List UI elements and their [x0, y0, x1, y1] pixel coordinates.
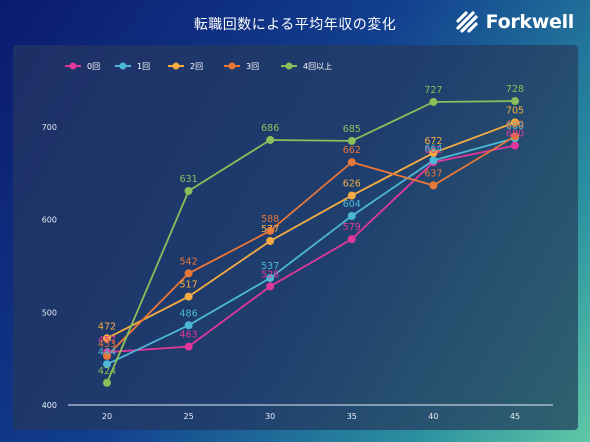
legend-item: 1回 [115, 62, 150, 71]
data-point [103, 351, 111, 360]
data-label: 664 [424, 143, 442, 154]
data-label: 577 [261, 224, 279, 235]
x-tick-label: 35 [347, 412, 357, 421]
data-label: 463 [180, 330, 198, 341]
legend-item: 2回 [168, 62, 203, 71]
data-point [266, 135, 275, 144]
data-label: 588 [261, 214, 279, 225]
data-label: 542 [180, 256, 198, 267]
brand-logo: Forkwell [454, 8, 574, 36]
data-point [266, 236, 275, 245]
data-point [429, 181, 438, 190]
chart-title: 転職回数による平均年収の変化 [193, 17, 397, 33]
legend-label: 1回 [137, 62, 150, 71]
data-point [184, 269, 193, 278]
data-point [266, 226, 275, 235]
x-tick-label: 25 [184, 412, 194, 421]
data-point [429, 97, 438, 106]
data-label: 424 [98, 366, 116, 377]
data-point [103, 334, 111, 343]
data-point [511, 97, 519, 106]
y-tick-label: 600 [42, 216, 57, 225]
legend-swatch-marker [285, 62, 293, 70]
data-label: 444 [98, 347, 116, 358]
data-point [429, 156, 438, 165]
data-point [511, 141, 519, 150]
data-label: 686 [261, 123, 279, 134]
data-point [347, 191, 356, 200]
data-point [347, 211, 356, 220]
data-point [429, 148, 438, 157]
y-tick-label: 400 [42, 401, 57, 410]
data-label: 604 [343, 199, 361, 210]
legend-item: 3回 [224, 62, 259, 71]
legend-label: 2回 [190, 62, 203, 71]
data-point [103, 378, 111, 387]
legend-item: 0回 [65, 62, 100, 71]
brand-name: Forkwell [485, 11, 575, 33]
legend-item: 4回以上 [281, 62, 332, 71]
data-label: 579 [343, 222, 361, 233]
forkwell-logo-icon [456, 11, 478, 33]
series-line [106, 137, 516, 366]
data-label: 728 [506, 84, 524, 95]
data-label: 486 [180, 308, 198, 319]
data-point [184, 321, 193, 330]
legend-swatch-marker [228, 62, 236, 70]
data-label: 662 [424, 145, 442, 156]
data-point [347, 235, 356, 244]
x-tick-label: 20 [102, 412, 112, 421]
x-tick-label: 40 [428, 412, 438, 421]
legend-swatch-marker [172, 62, 180, 70]
legend-label: 4回以上 [303, 62, 332, 71]
data-label: 517 [180, 280, 198, 291]
legend-swatch-marker [119, 62, 127, 70]
y-tick-label: 500 [42, 308, 57, 317]
data-point [184, 342, 193, 351]
data-point [511, 132, 519, 141]
data-label: 472 [98, 321, 116, 332]
chart-panel: 400 500 600 700 20 25 30 35 40 45 0回 1回 2回 3回 4回以上 457 4… [13, 45, 578, 430]
data-point [511, 118, 519, 127]
data-label: 631 [180, 174, 198, 185]
series-line [106, 100, 516, 384]
data-label: 537 [261, 261, 279, 272]
data-label: 626 [343, 179, 361, 190]
series-line [106, 135, 516, 357]
y-tick-label: 700 [42, 123, 57, 132]
x-tick-label: 45 [510, 412, 520, 421]
legend-label: 3回 [246, 62, 259, 71]
data-point [184, 186, 193, 195]
data-label: 680 [506, 129, 524, 140]
series-line [106, 144, 516, 354]
data-label: 453 [98, 339, 116, 350]
data-label: 705 [506, 105, 524, 116]
data-point [184, 292, 193, 301]
data-label: 672 [424, 136, 442, 147]
data-label: 688 [506, 121, 524, 132]
data-label: 685 [343, 124, 361, 135]
legend-swatch-marker [69, 62, 77, 70]
data-label: 727 [424, 85, 442, 96]
data-point [103, 360, 111, 369]
legend-label: 0回 [87, 62, 100, 71]
data-point [266, 282, 275, 291]
data-label: 528 [261, 269, 279, 280]
data-label: 662 [343, 145, 361, 156]
data-point [266, 274, 275, 283]
data-label: 457 [98, 335, 116, 346]
data-point [347, 158, 356, 167]
data-label: 637 [424, 168, 442, 179]
x-tick-label: 30 [265, 412, 275, 421]
data-point [347, 136, 356, 145]
data-label: 690 [506, 119, 524, 130]
series-line [106, 121, 516, 340]
